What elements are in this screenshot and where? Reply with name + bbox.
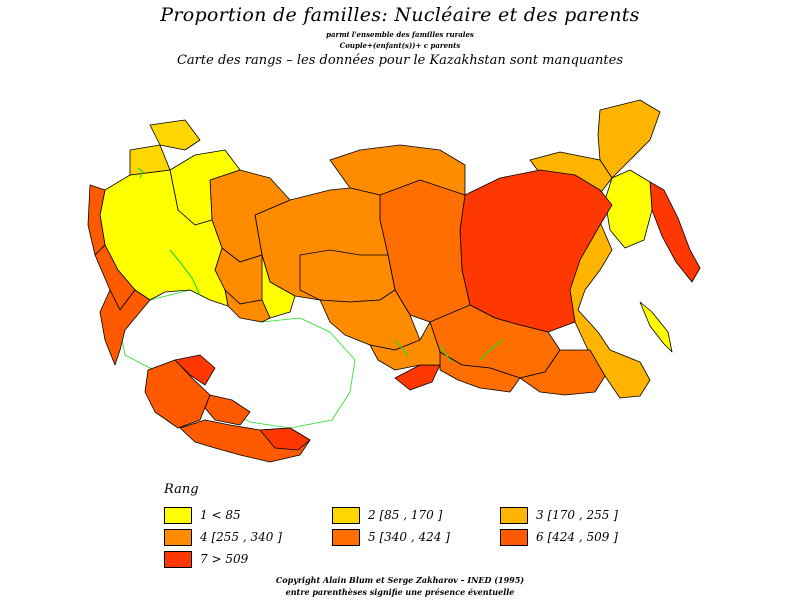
choropleth-map	[87, 99, 701, 463]
map-subtitle-note: Carte des rangs – les données pour le Ka…	[176, 53, 623, 68]
region-kamchatka	[649, 181, 701, 283]
legend-label: 7 > 509	[200, 552, 249, 566]
copyright-text: Copyright Alain Blum et Serge Zakharov –…	[275, 575, 525, 585]
region-kola	[149, 119, 201, 151]
map-title: Proportion de familles: Nucléaire et des…	[160, 4, 640, 26]
region-dagestan	[259, 427, 311, 451]
legend-swatch	[332, 529, 360, 546]
legend-label: 1 < 85	[200, 508, 241, 522]
region-astrakhan	[174, 354, 216, 386]
legend-swatch	[332, 507, 360, 524]
water-lake-ladoga	[137, 167, 144, 179]
water-amur	[439, 344, 453, 363]
legend-label: 2 [85 , 170 ]	[368, 508, 443, 522]
region-chita	[519, 349, 606, 396]
region-karelia	[129, 144, 171, 176]
region-sakhalin	[639, 301, 673, 353]
legend-swatch	[164, 529, 192, 546]
region-buryatia	[439, 351, 521, 393]
water-volga	[169, 249, 201, 296]
region-far-east-north	[597, 99, 661, 179]
region-ukraine	[99, 289, 151, 366]
legend-title: Rang	[164, 482, 199, 497]
region-khanty	[299, 249, 396, 303]
legend-label: 5 [340 , 424 ]	[368, 530, 450, 544]
water-ob	[394, 339, 409, 357]
legend-label: 3 [170 , 255 ]	[536, 508, 618, 522]
region-altai	[394, 364, 441, 391]
region-stavropol	[204, 394, 251, 426]
legend-label: 4 [255 , 340 ]	[200, 530, 282, 544]
region-taimyr	[329, 144, 466, 196]
legend-label: 6 [424 , 509 ]	[536, 530, 618, 544]
footnote-text: entre parenthèses signifie une présence …	[285, 587, 515, 597]
legend-swatch	[500, 507, 528, 524]
region-tomsk	[369, 321, 441, 371]
region-koryak	[604, 169, 653, 249]
region-bashkortostan	[224, 289, 271, 323]
legend-swatch	[164, 507, 192, 524]
map-subtitle-family-type: Couple+(enfant(s))+ c parents	[339, 41, 461, 50]
legend-swatch	[500, 529, 528, 546]
map-subtitle-population: parmi l'ensemble des familles rurales	[326, 30, 474, 39]
water-lake-baikal	[479, 339, 503, 361]
legend-swatch	[164, 551, 192, 568]
